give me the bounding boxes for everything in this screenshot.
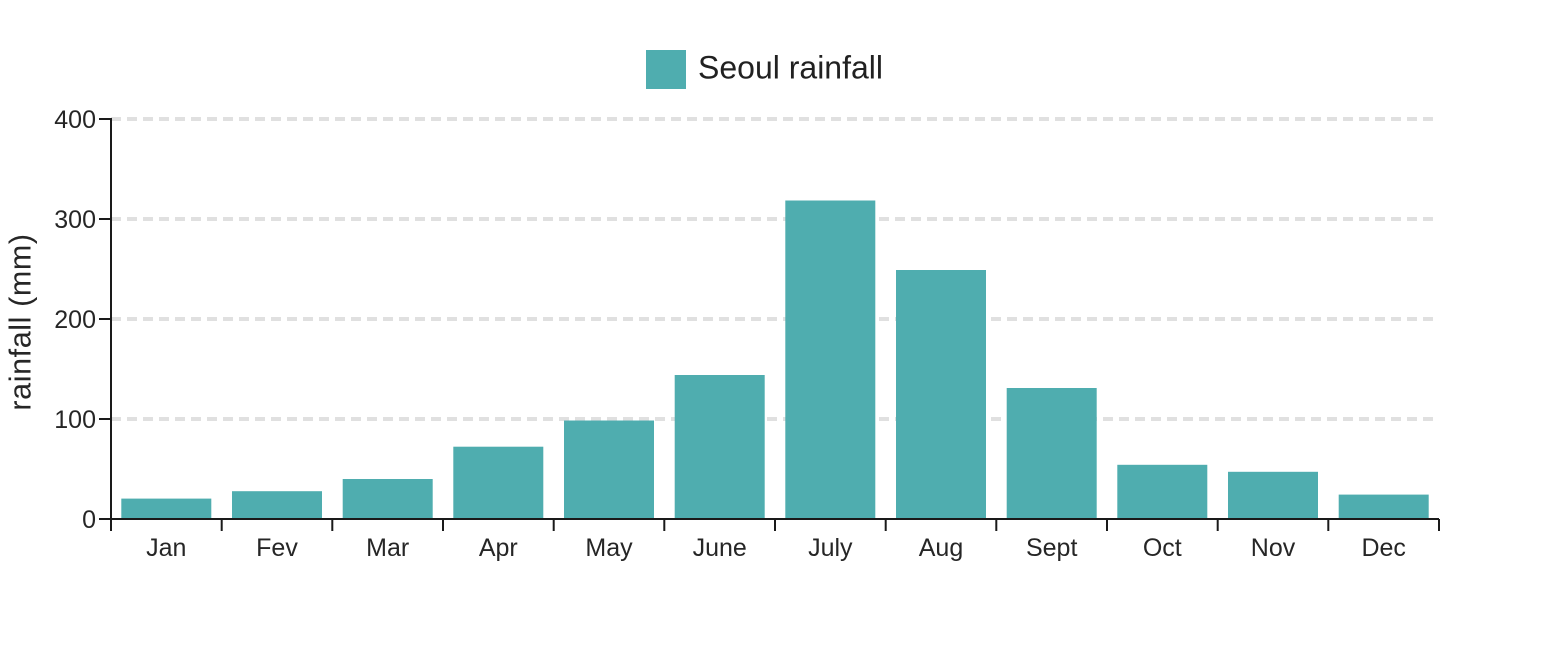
svg-text:0: 0 — [82, 506, 96, 534]
svg-text:Seoul rainfall: Seoul rainfall — [698, 50, 883, 86]
svg-text:100: 100 — [54, 406, 96, 434]
svg-text:Oct: Oct — [1143, 534, 1182, 562]
svg-text:Apr: Apr — [479, 534, 518, 562]
svg-text:400: 400 — [54, 106, 96, 134]
svg-text:Sept: Sept — [1026, 534, 1077, 562]
svg-text:May: May — [585, 534, 633, 562]
svg-text:Mar: Mar — [366, 534, 409, 562]
svg-text:rainfall (mm): rainfall (mm) — [4, 233, 38, 410]
svg-text:Jan: Jan — [146, 534, 186, 562]
svg-text:300: 300 — [54, 206, 96, 234]
svg-text:Fev: Fev — [256, 534, 298, 562]
svg-text:June: June — [693, 534, 747, 562]
svg-text:July: July — [808, 534, 853, 562]
svg-text:Aug: Aug — [919, 534, 963, 562]
svg-text:Nov: Nov — [1251, 534, 1296, 562]
svg-text:200: 200 — [54, 306, 96, 334]
svg-text:Dec: Dec — [1361, 534, 1405, 562]
